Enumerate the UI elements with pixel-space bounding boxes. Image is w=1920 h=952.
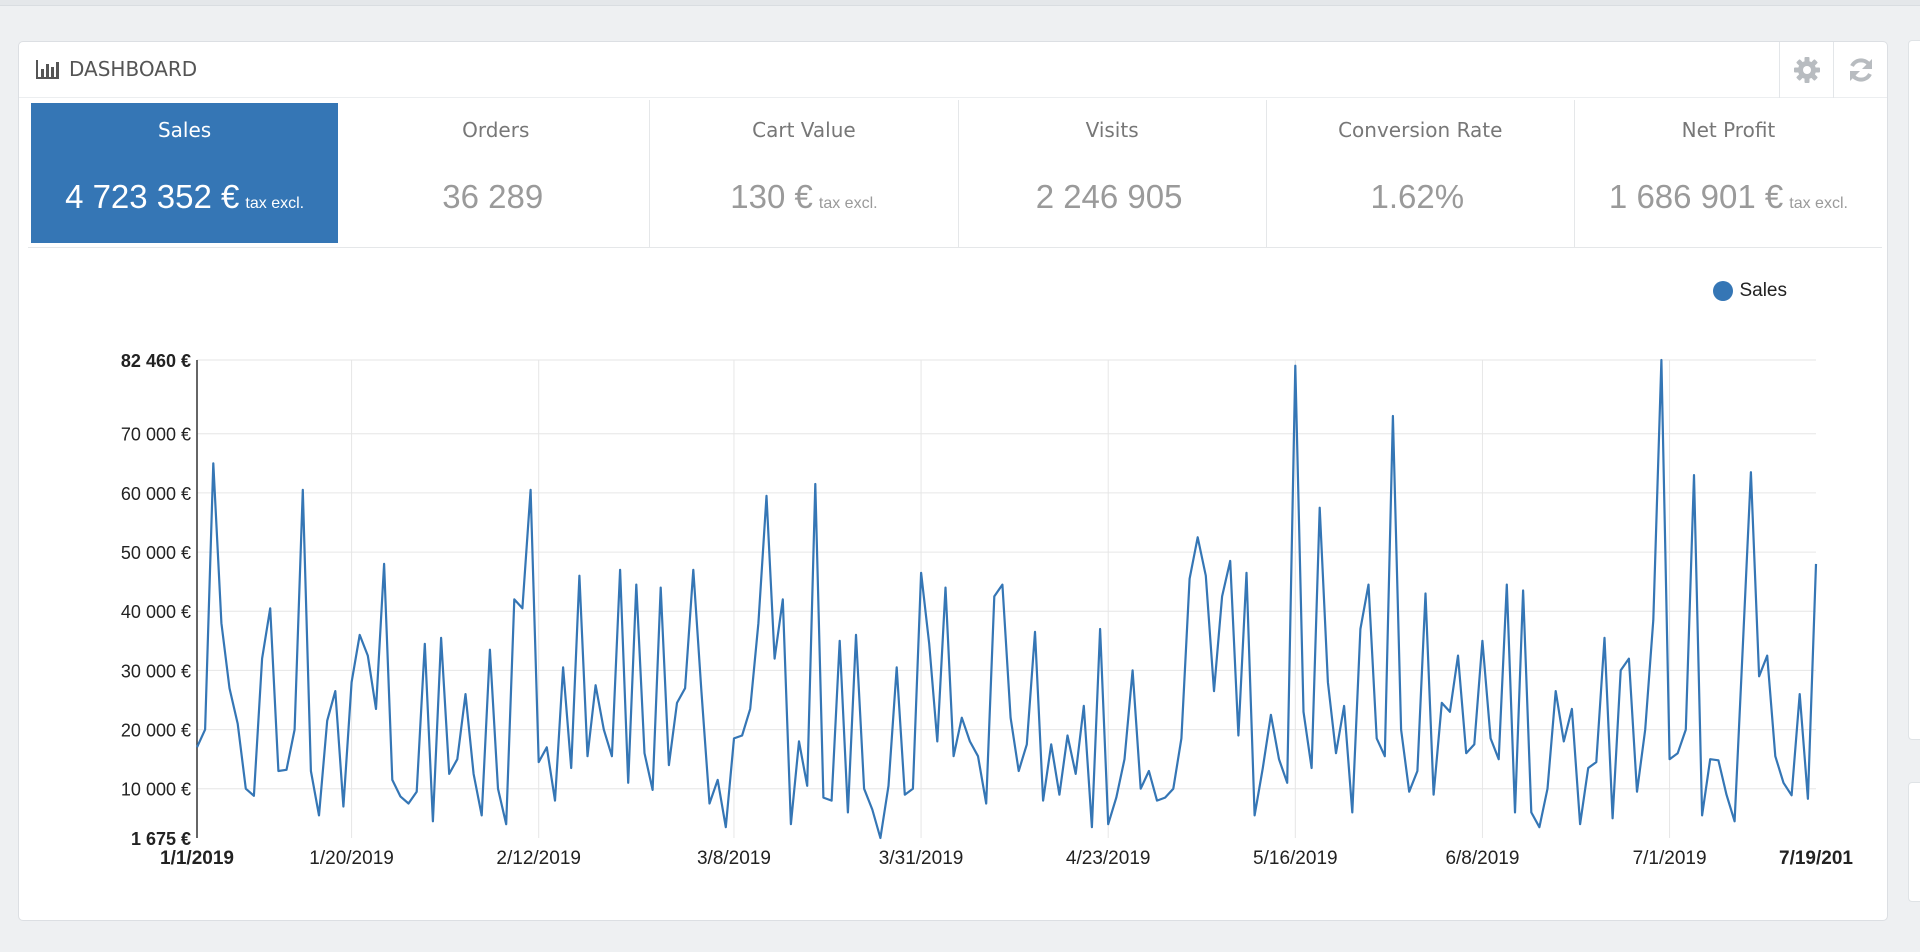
x-tick-label: 1/1/2019 — [160, 848, 234, 869]
kpi-tab-conversion-rate[interactable]: Conversion Rate 1.62% — [1267, 100, 1575, 247]
x-tick-label: 2/12/2019 — [496, 848, 581, 869]
y-tick-label: 10 000 € — [121, 780, 191, 800]
panel-title: DASHBOARD — [35, 57, 197, 81]
kpi-tab-visits[interactable]: Visits 2 246 905 — [959, 100, 1267, 247]
kpi-value-number: 2 246 905 — [1035, 178, 1183, 215]
kpi-value: 4 723 352 € tax excl. — [31, 178, 338, 216]
adjacent-panel — [1908, 40, 1920, 740]
sales-chart: Sales 82 460 € 70 000 € 60 000 € 50 000 € 40… — [19, 252, 1887, 872]
y-tick-label: 30 000 € — [121, 661, 191, 681]
kpi-label: Conversion Rate — [1338, 118, 1503, 142]
x-tick-label: 3/8/2019 — [697, 848, 771, 869]
kpi-suffix: tax excl. — [245, 195, 305, 212]
kpi-label: Cart Value — [752, 118, 856, 142]
x-tick-label: 3/31/2019 — [879, 848, 964, 869]
x-tick-label: 1/20/2019 — [309, 848, 394, 869]
kpi-tab-net-profit[interactable]: Net Profit 1 686 901 € tax excl. — [1575, 100, 1882, 247]
kpi-label: Net Profit — [1681, 118, 1776, 142]
legend-label: Sales — [1739, 280, 1787, 301]
x-tick-label: 6/8/2019 — [1445, 848, 1519, 869]
kpi-value: 36 289 — [342, 178, 649, 216]
y-tick-label: 40 000 € — [121, 602, 191, 622]
kpi-label: Orders — [462, 118, 530, 142]
kpi-tabs: Sales 4 723 352 € tax excl. Orders 36 289… — [28, 100, 1882, 248]
y-tick-label: 82 460 € — [121, 351, 191, 371]
x-tick-label: 4/23/2019 — [1066, 848, 1151, 869]
top-strip — [0, 0, 1920, 6]
refresh-button[interactable] — [1833, 42, 1887, 98]
kpi-tab-cart-value[interactable]: Cart Value 130 € tax excl. — [650, 100, 959, 247]
gear-icon — [1793, 57, 1820, 83]
kpi-label: Sales — [157, 118, 212, 142]
kpi-suffix: tax excl. — [818, 195, 878, 212]
y-tick-label: 50 000 € — [121, 543, 191, 563]
y-tick-label: 20 000 € — [121, 721, 191, 741]
kpi-label: Visits — [1085, 118, 1139, 142]
legend-dot — [1713, 281, 1734, 301]
panel-title-text: DASHBOARD — [69, 57, 198, 81]
bar-chart-icon — [36, 60, 59, 79]
y-tick-label: 70 000 € — [121, 425, 191, 445]
x-tick-label: 7/19/201 — [1779, 848, 1853, 869]
kpi-value-number: 1.62% — [1370, 178, 1465, 215]
chart-legend[interactable]: Sales — [1713, 280, 1787, 302]
refresh-icon — [1849, 58, 1872, 82]
kpi-suffix: tax excl. — [1789, 195, 1848, 212]
kpi-value: 2 246 905 — [959, 178, 1266, 216]
kpi-value: 1 686 901 € tax excl. — [1575, 178, 1882, 216]
kpi-value: 1.62% — [1267, 178, 1574, 216]
line-chart-svg: 82 460 € 70 000 € 60 000 € 50 000 € 40 000 €… — [121, 351, 1853, 869]
y-tick-label: 1 675 € — [131, 829, 191, 849]
settings-button[interactable] — [1779, 42, 1833, 98]
kpi-value-number: 4 723 352 € — [65, 178, 240, 215]
kpi-tab-sales[interactable]: Sales 4 723 352 € tax excl. — [31, 103, 339, 243]
kpi-value-number: 1 686 901 € — [1608, 178, 1784, 215]
panel-header: DASHBOARD — [19, 42, 1887, 98]
kpi-value-number: 130 € — [730, 178, 813, 215]
kpi-value-number: 36 289 — [442, 178, 544, 215]
x-tick-label: 5/16/2019 — [1253, 848, 1338, 869]
x-tick-label: 7/1/2019 — [1633, 848, 1707, 869]
header-actions — [1779, 42, 1887, 98]
kpi-value: 130 € tax excl. — [650, 178, 957, 216]
series-line-sales — [195, 358, 1818, 840]
dashboard-panel: DASHBOARD — [18, 41, 1888, 921]
kpi-tab-orders[interactable]: Orders 36 289 — [342, 100, 651, 247]
y-tick-label: 60 000 € — [121, 484, 191, 504]
adjacent-panel-lower — [1908, 782, 1920, 902]
